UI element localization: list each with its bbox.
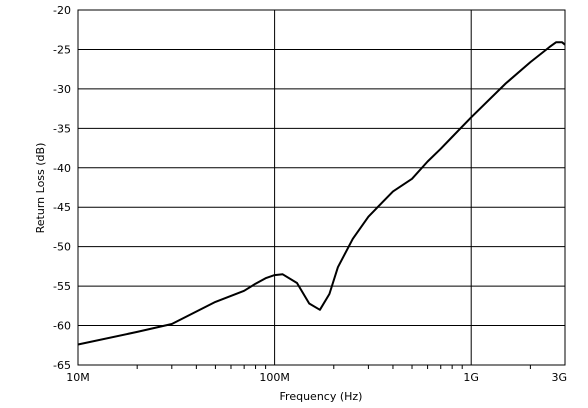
y-tick-label: -35	[53, 122, 71, 135]
x-tick-label: 1G	[463, 371, 479, 384]
y-tick-label: -25	[53, 43, 71, 56]
y-tick-label: -55	[53, 280, 71, 293]
x-axis-title: Frequency (Hz)	[280, 390, 363, 403]
series-layer	[77, 41, 566, 346]
y-tick-label: -30	[53, 83, 71, 96]
y-axis-title: Return Loss (dB)	[34, 143, 47, 234]
y-tick-label: -65	[53, 359, 71, 372]
y-tick-label: -60	[53, 320, 71, 333]
x-tick-label: 3G	[551, 371, 567, 384]
series-line	[77, 41, 566, 346]
y-tick-label: -45	[53, 201, 71, 214]
y-tick-label: -50	[53, 241, 71, 254]
plot-area-background	[78, 10, 565, 365]
y-tick-label: -40	[53, 162, 71, 175]
plot-area-frame	[77, 9, 566, 366]
y-tick-label: -20	[53, 4, 71, 17]
x-tick-label: 100M	[259, 371, 290, 384]
x-tick-label: 10M	[66, 371, 90, 384]
